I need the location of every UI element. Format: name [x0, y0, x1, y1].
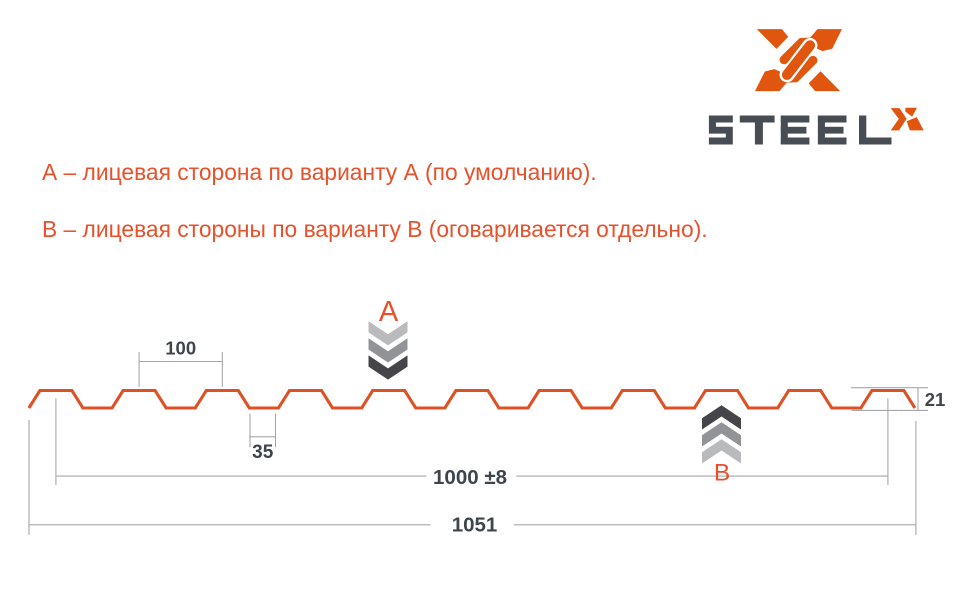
- svg-text:В – лицевая стороны по вариант: В – лицевая стороны по варианту В (огова…: [42, 216, 708, 242]
- svg-text:А – лицевая сторона по вариант: А – лицевая сторона по варианту А (по ум…: [42, 159, 597, 185]
- svg-text:B: B: [714, 460, 730, 487]
- svg-text:1000 ±8: 1000 ±8: [433, 466, 507, 489]
- svg-text:35: 35: [252, 442, 274, 463]
- svg-text:1051: 1051: [452, 514, 498, 537]
- svg-text:21: 21: [925, 389, 946, 410]
- svg-text:100: 100: [165, 338, 196, 359]
- svg-text:A: A: [379, 296, 399, 328]
